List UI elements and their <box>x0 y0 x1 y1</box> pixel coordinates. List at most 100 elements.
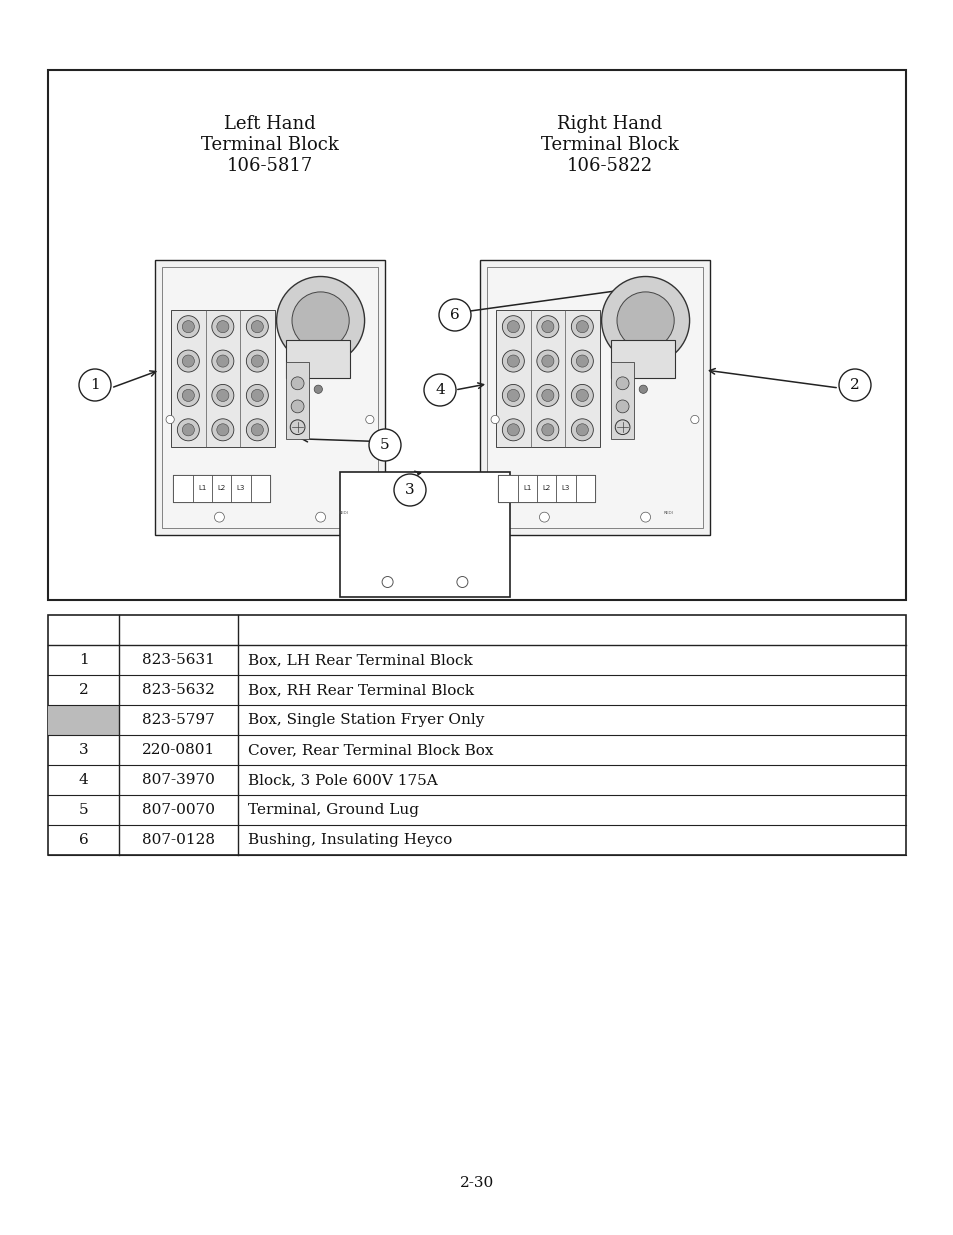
Circle shape <box>576 389 588 401</box>
Bar <box>193 474 212 501</box>
Circle shape <box>216 389 229 401</box>
Circle shape <box>690 415 699 424</box>
Circle shape <box>507 424 518 436</box>
Text: 4: 4 <box>435 383 444 396</box>
Circle shape <box>246 384 268 406</box>
Circle shape <box>502 316 524 337</box>
Text: L2: L2 <box>542 485 550 492</box>
Circle shape <box>616 377 628 390</box>
Bar <box>556 474 575 501</box>
Text: 2: 2 <box>79 683 89 697</box>
Circle shape <box>216 321 229 332</box>
Circle shape <box>615 420 629 435</box>
Circle shape <box>212 384 233 406</box>
Bar <box>611 340 675 378</box>
Bar <box>286 340 350 378</box>
Text: 823-5632: 823-5632 <box>142 683 214 697</box>
Circle shape <box>502 350 524 372</box>
Circle shape <box>251 321 263 332</box>
Text: L3: L3 <box>236 485 245 492</box>
Circle shape <box>365 415 374 424</box>
Text: REDI: REDI <box>663 511 673 515</box>
Circle shape <box>292 291 349 350</box>
Circle shape <box>216 424 229 436</box>
Bar <box>173 474 270 501</box>
Text: 220-0801: 220-0801 <box>142 743 214 757</box>
Circle shape <box>212 316 233 337</box>
Circle shape <box>177 384 199 406</box>
Bar <box>154 261 385 535</box>
Text: 5: 5 <box>79 803 89 818</box>
Circle shape <box>177 350 199 372</box>
Text: Bushing, Insulating Heyco: Bushing, Insulating Heyco <box>248 832 452 847</box>
Circle shape <box>246 350 268 372</box>
Circle shape <box>616 400 628 412</box>
Circle shape <box>290 420 305 435</box>
Circle shape <box>639 385 647 394</box>
Circle shape <box>538 513 549 522</box>
Text: 3: 3 <box>405 483 415 496</box>
Bar <box>48 70 905 600</box>
Bar <box>171 310 274 447</box>
Text: REDI: REDI <box>338 511 348 515</box>
Circle shape <box>315 513 325 522</box>
Circle shape <box>537 316 558 337</box>
Text: 823-5631: 823-5631 <box>142 653 214 667</box>
Circle shape <box>251 424 263 436</box>
Text: L3: L3 <box>561 485 570 492</box>
Circle shape <box>182 354 194 367</box>
Circle shape <box>601 277 689 364</box>
Circle shape <box>382 577 393 588</box>
Circle shape <box>507 321 518 332</box>
Circle shape <box>214 513 224 522</box>
Circle shape <box>456 577 467 588</box>
Circle shape <box>507 354 518 367</box>
Text: 3: 3 <box>79 743 89 757</box>
Bar <box>575 474 595 501</box>
Text: 2: 2 <box>849 378 859 391</box>
Circle shape <box>166 415 174 424</box>
Bar <box>48 615 905 855</box>
Circle shape <box>571 350 593 372</box>
Circle shape <box>838 369 870 401</box>
Circle shape <box>491 415 498 424</box>
Circle shape <box>617 291 674 350</box>
Text: Block, 3 Pole 600V 175A: Block, 3 Pole 600V 175A <box>248 773 436 787</box>
Bar <box>517 474 537 501</box>
Circle shape <box>541 424 554 436</box>
Circle shape <box>79 369 111 401</box>
Text: Terminal, Ground Lug: Terminal, Ground Lug <box>248 803 418 818</box>
Bar <box>479 261 709 535</box>
Circle shape <box>251 354 263 367</box>
Circle shape <box>182 321 194 332</box>
Bar <box>162 267 377 529</box>
Circle shape <box>571 419 593 441</box>
Text: 5: 5 <box>380 438 390 452</box>
Text: Cover, Rear Terminal Block Box: Cover, Rear Terminal Block Box <box>248 743 493 757</box>
Text: Box, LH Rear Terminal Block: Box, LH Rear Terminal Block <box>248 653 472 667</box>
Text: Box, Single Station Fryer Only: Box, Single Station Fryer Only <box>248 713 483 727</box>
Circle shape <box>182 424 194 436</box>
Bar <box>251 474 270 501</box>
Circle shape <box>251 389 263 401</box>
Text: 1: 1 <box>90 378 100 391</box>
Circle shape <box>571 316 593 337</box>
Bar <box>486 267 702 529</box>
Circle shape <box>537 419 558 441</box>
Circle shape <box>177 316 199 337</box>
Text: 1: 1 <box>79 653 89 667</box>
Text: 6: 6 <box>79 832 89 847</box>
Circle shape <box>246 316 268 337</box>
Circle shape <box>423 374 456 406</box>
Bar <box>497 474 517 501</box>
Bar <box>611 362 634 438</box>
Circle shape <box>640 513 650 522</box>
Bar <box>212 474 232 501</box>
Bar <box>339 472 510 597</box>
Text: Box, RH Rear Terminal Block: Box, RH Rear Terminal Block <box>248 683 474 697</box>
Circle shape <box>541 389 554 401</box>
Circle shape <box>291 400 304 412</box>
Bar <box>497 474 595 501</box>
Text: L2: L2 <box>217 485 226 492</box>
Circle shape <box>571 384 593 406</box>
